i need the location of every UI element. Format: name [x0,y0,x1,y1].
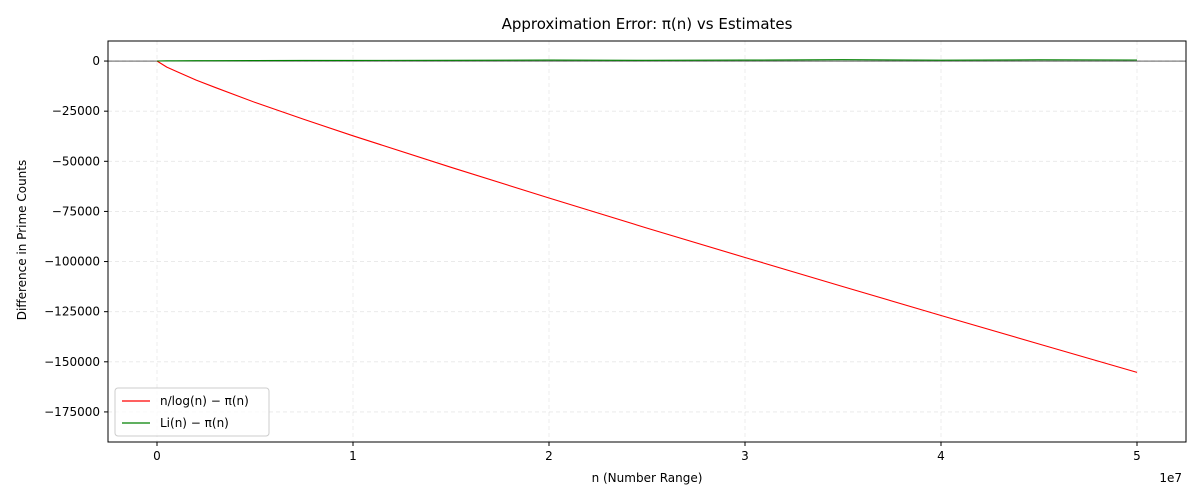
y-tick-label: −175000 [44,405,100,419]
x-tick-label: 0 [153,449,161,463]
x-tick-label: 2 [545,449,553,463]
x-axis-offset-label: 1e7 [1159,471,1182,485]
legend-label-nlogn: n/log(n) − π(n) [160,394,249,408]
y-tick-label: −75000 [52,204,100,218]
legend-box [114,387,270,437]
y-axis-title: Difference in Prime Counts [15,160,29,321]
y-tick-label: −150000 [44,355,100,369]
x-axis-title: n (Number Range) [592,471,703,485]
plot-frame [107,40,1187,443]
grid [108,41,1186,442]
series-line-li [156,59,1138,62]
y-tick-label: −125000 [44,305,100,319]
x-tick-label: 5 [1133,449,1141,463]
series-layer [156,59,1138,373]
legend: n/log(n) − π(n) Li(n) − π(n) [114,387,270,437]
y-tick-label: −25000 [52,104,100,118]
series-line-nlogn [156,60,1138,373]
y-axis-ticks: 0 −25000 −50000 −75000 −100000 −125000 −150000… [44,54,108,419]
x-tick-label: 1 [349,449,357,463]
x-tick-label: 3 [741,449,749,463]
y-tick-label: −50000 [52,154,100,168]
y-tick-label: −100000 [44,255,100,269]
y-tick-label: 0 [92,54,100,68]
legend-label-li: Li(n) − π(n) [160,416,229,430]
x-tick-label: 4 [937,449,945,463]
chart-title: Approximation Error: π(n) vs Estimates [502,15,793,33]
x-axis-ticks: 0 1 2 3 4 5 [153,442,1141,463]
